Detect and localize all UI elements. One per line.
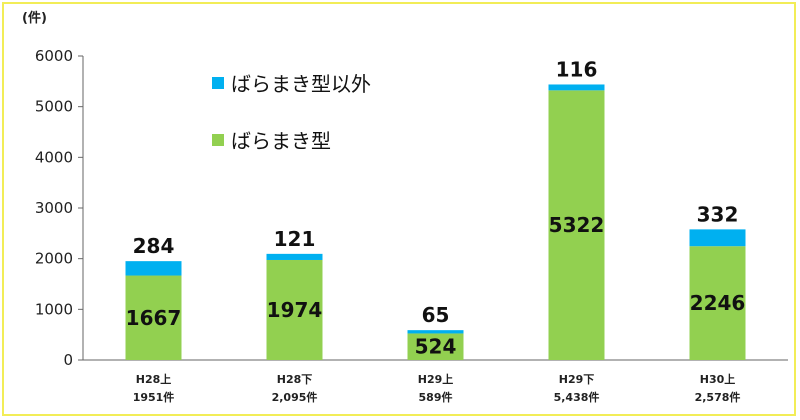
y-tick-label: 6000: [35, 47, 73, 65]
y-tick-label: 2000: [35, 250, 73, 268]
y-tick-label: 5000: [35, 98, 73, 116]
data-label-barramaki: 1974: [267, 298, 323, 322]
y-tick-label: 3000: [35, 199, 73, 217]
bar-barramaki-4: [689, 246, 746, 360]
bar-other-0: [125, 261, 182, 276]
data-label-barramaki: 2246: [690, 291, 746, 315]
legend-swatch-other: [212, 77, 224, 89]
legend-swatch-barramaki: [212, 134, 224, 146]
x-category-label: H28上: [136, 372, 172, 386]
x-category-sublabel: 589件: [419, 390, 453, 404]
x-category-label: H28下: [277, 373, 313, 386]
data-label-barramaki: 5322: [549, 213, 605, 237]
legend-label-other: ばらまき型以外: [231, 72, 371, 96]
x-category-sublabel: 2,095件: [272, 390, 318, 404]
x-category-label: H29下: [559, 373, 595, 386]
data-label-other: 284: [133, 234, 175, 258]
y-tick-label: 0: [63, 351, 73, 369]
bar-barramaki-2: [407, 333, 464, 360]
x-category-sublabel: 1951件: [133, 390, 175, 404]
y-tick-label: 1000: [35, 300, 73, 318]
y-unit-label: (件): [22, 10, 47, 26]
y-tick-label: 4000: [35, 148, 73, 166]
bar-other-4: [689, 229, 746, 247]
x-category-label: H29上: [418, 372, 454, 386]
bar-other-2: [407, 330, 464, 334]
bar-other-1: [266, 253, 323, 260]
bar-barramaki-1: [266, 259, 323, 360]
data-label-other: 121: [274, 227, 316, 251]
data-label-barramaki: 1667: [126, 306, 182, 330]
data-label-barramaki: 524: [415, 335, 457, 359]
bar-other-3: [548, 84, 605, 91]
legend-label-barramaki: ばらまき型: [231, 129, 331, 153]
bar-barramaki-3: [548, 90, 605, 361]
x-category-sublabel: 5,438件: [554, 390, 600, 404]
data-label-other: 332: [697, 202, 739, 226]
data-label-other: 65: [422, 303, 450, 327]
bar-barramaki-0: [125, 275, 182, 360]
x-category-label: H30上: [700, 372, 736, 386]
x-category-sublabel: 2,578件: [695, 390, 741, 404]
data-label-other: 116: [556, 57, 598, 81]
